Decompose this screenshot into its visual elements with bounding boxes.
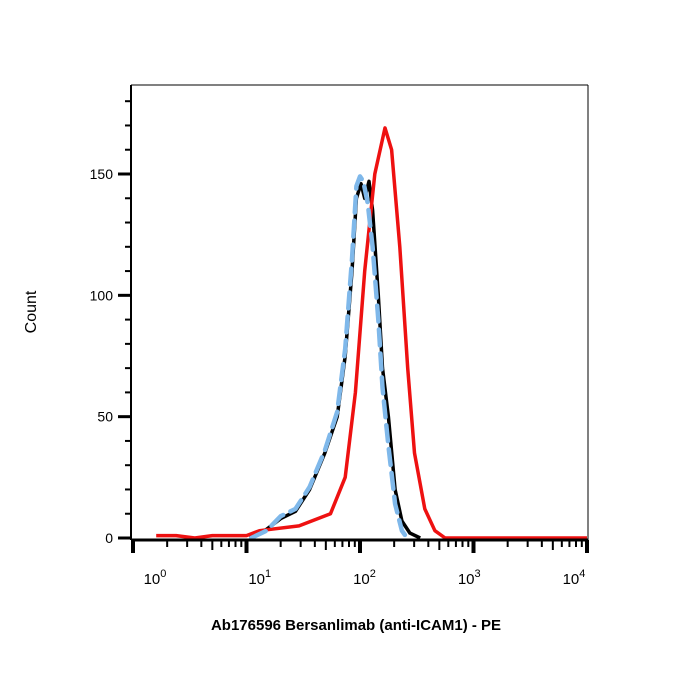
- x-tick-label: 101: [248, 568, 271, 588]
- x-tick-label: 104: [563, 568, 586, 588]
- series-line-2: [156, 126, 587, 540]
- x-tick-label: 102: [353, 568, 376, 588]
- y-axis-label: Count: [23, 290, 40, 333]
- x-tick-label: 103: [458, 568, 481, 588]
- y-tick-label: 150: [90, 166, 114, 182]
- y-tick-label: 100: [90, 287, 114, 303]
- y-tick-label: 0: [105, 530, 113, 546]
- series-line-1: [248, 174, 410, 541]
- y-tick-label: 50: [97, 409, 113, 425]
- x-axis-label: Ab176596 Bersanlimab (anti-ICAM1) - PE: [211, 617, 501, 634]
- x-tick-label: 100: [144, 568, 167, 588]
